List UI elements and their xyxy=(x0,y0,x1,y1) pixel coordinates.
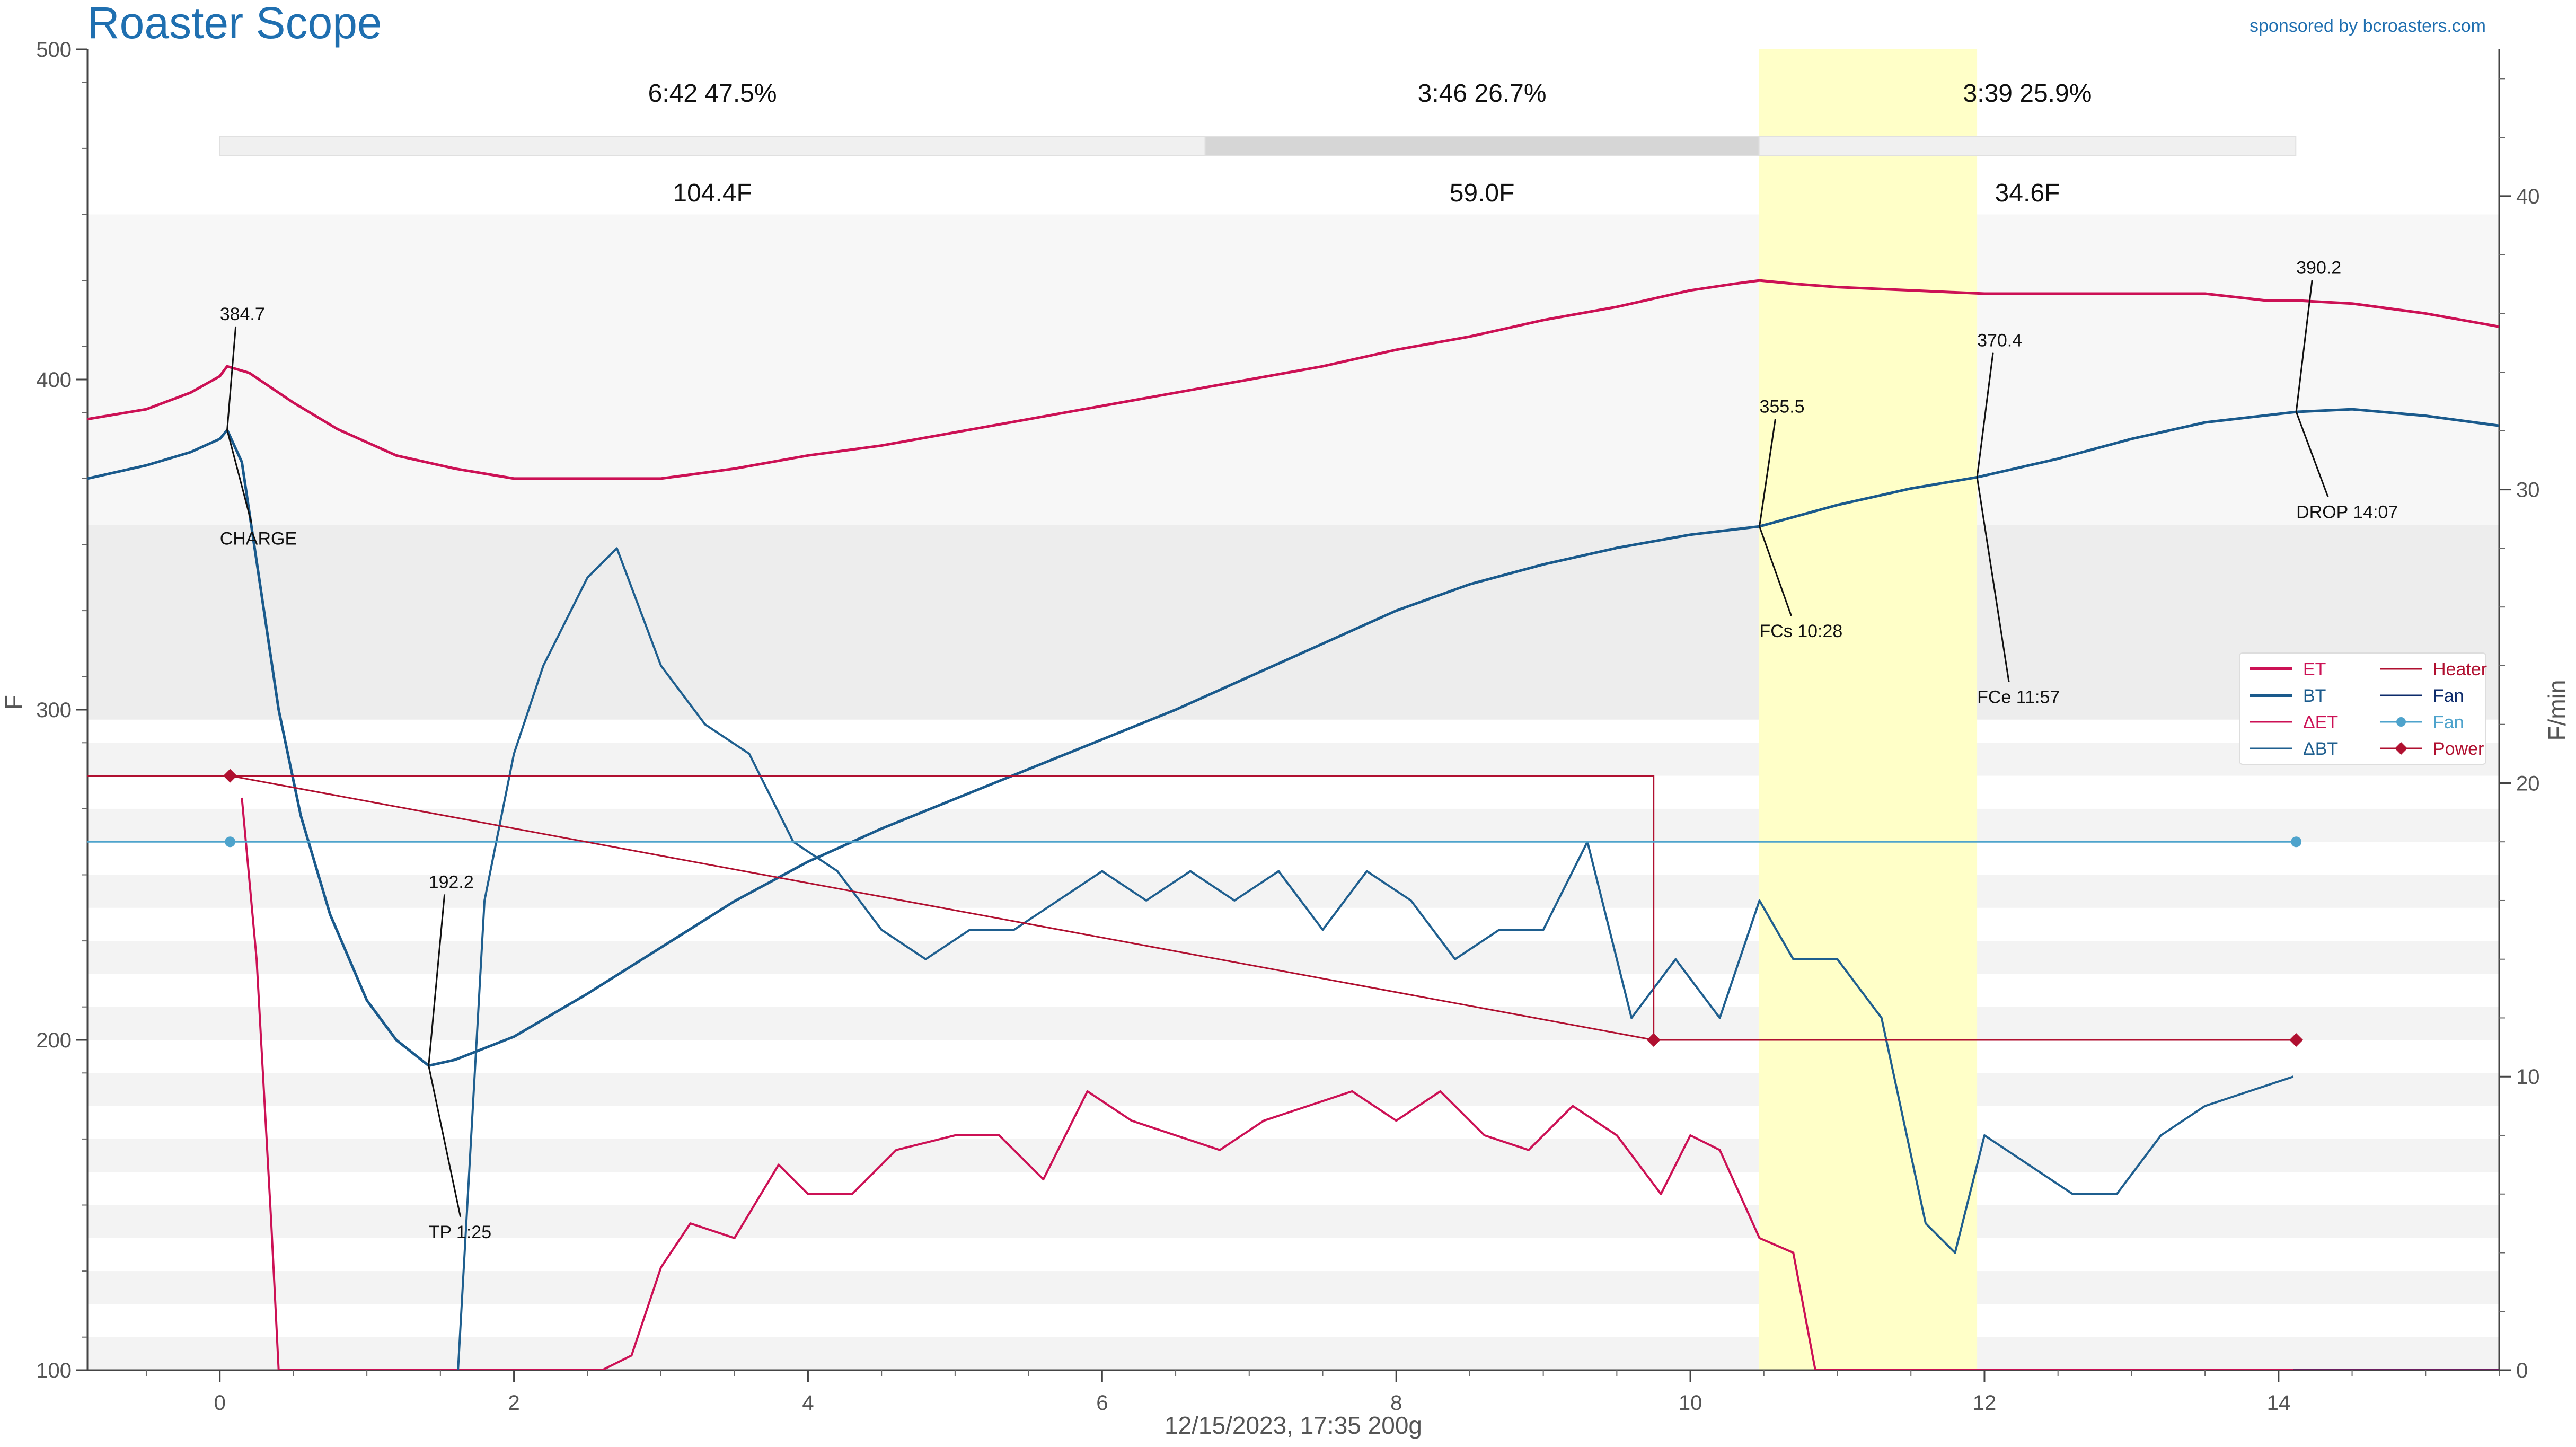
phase-bar: 6:42 47.5% 104.4F 3:46 26.7% 59.0F 3:39 25.9… xyxy=(87,49,2499,215)
y-right-tick-label: 20 xyxy=(2516,772,2540,795)
annotation-leader xyxy=(1976,477,2010,682)
band-stripe xyxy=(87,1205,2499,1238)
annotation-event: FCe 11:57 xyxy=(1977,687,2060,708)
y-right-tick-label: 30 xyxy=(2516,479,2540,502)
plot-area xyxy=(87,279,2499,1370)
x-tick-label: 10 xyxy=(1679,1391,1702,1415)
phase-segment xyxy=(219,136,1206,156)
phase-area xyxy=(87,49,2499,215)
x-tick-label: 12 xyxy=(1973,1391,1997,1415)
annotation-value: 390.2 xyxy=(2296,258,2341,278)
band-stripe xyxy=(87,1139,2499,1172)
legend: ET Heater BT Fan ΔET Fan ΔBT Power xyxy=(2239,652,2487,765)
band-stripe xyxy=(87,1337,2499,1370)
annotation-leader xyxy=(226,326,237,430)
legend-label: ΔET xyxy=(2303,712,2338,733)
event-annotations: 384.7 CHARGE 192.2 TP 1:25 355.5 FCs 10:28 370… xyxy=(220,258,2398,1242)
annotation-leader xyxy=(428,894,446,1066)
power-marker xyxy=(223,769,237,783)
phase-segment xyxy=(1758,136,2297,156)
legend-box xyxy=(2239,652,2486,765)
y-tick-label: 200 xyxy=(36,1029,72,1052)
y-tick-label: 500 xyxy=(36,38,72,61)
annotation-leader xyxy=(1976,352,1994,478)
legend-label: Heater xyxy=(2433,659,2487,680)
y-axis-title: F xyxy=(0,695,28,710)
annotation-event: DROP 14:07 xyxy=(2296,502,2398,523)
first-crack-highlight xyxy=(1759,49,1978,1370)
first-crack-band xyxy=(1759,49,1978,1370)
annotation-leader xyxy=(226,429,253,524)
series-et-line xyxy=(87,279,2499,480)
x-tick-label: 8 xyxy=(1390,1391,1402,1415)
annotation-leader xyxy=(1759,526,1792,616)
x-tick-label: 2 xyxy=(508,1391,519,1415)
y-right-axis-title: F/min xyxy=(2543,680,2571,741)
chart-axes: 0 2 4 6 8 10 12 14 100 200 300 400 500 0 10 20 30 40 F F/mi… xyxy=(0,38,2571,1415)
series-delta-et-line xyxy=(241,797,2499,1370)
legend-label: Fan xyxy=(2433,686,2464,706)
legend-marker xyxy=(2396,717,2406,727)
legend-label: BT xyxy=(2303,686,2326,706)
sponsor-link[interactable]: sponsored by bcroasters.com xyxy=(2249,16,2486,36)
background-bands xyxy=(87,49,2499,1370)
annotation-value: 355.5 xyxy=(1759,396,1804,417)
annotation-leader xyxy=(2295,411,2329,498)
y-right-tick-label: 10 xyxy=(2516,1065,2540,1089)
phase-duration: 3:39 25.9% xyxy=(1963,80,2092,108)
band-stripe xyxy=(87,941,2499,974)
annotation-value: 384.7 xyxy=(220,304,265,324)
app-title: Roaster Scope xyxy=(87,0,382,48)
y-tick-label: 100 xyxy=(36,1359,72,1382)
annotation-leader xyxy=(2295,280,2313,412)
phase-rise: 104.4F xyxy=(673,179,752,207)
y-right-tick-label: 40 xyxy=(2516,185,2540,208)
legend-label: Fan xyxy=(2433,712,2464,733)
legend-label: Power xyxy=(2433,739,2484,759)
band-stripe xyxy=(87,1007,2499,1040)
annotation-leader xyxy=(428,1065,462,1217)
annotation-value: 192.2 xyxy=(429,872,474,892)
annotation-event: TP 1:25 xyxy=(429,1222,491,1242)
annotation-event: CHARGE xyxy=(220,529,297,549)
annotation-leader xyxy=(1758,419,1776,527)
phase-duration: 6:42 47.5% xyxy=(648,80,777,108)
series-delta-bt-line xyxy=(457,547,2294,1370)
power-marker xyxy=(1646,1033,1661,1047)
band-stripe xyxy=(87,1073,2499,1106)
legend-marker xyxy=(2395,742,2407,755)
fan-marker xyxy=(2291,836,2302,848)
band-stripe xyxy=(87,743,2499,776)
annotation-event: FCs 10:28 xyxy=(1759,621,1842,641)
band-stripe xyxy=(87,808,2499,842)
fan-marker xyxy=(225,836,236,848)
band-shade xyxy=(87,525,2499,720)
y-tick-label: 400 xyxy=(36,368,72,392)
phase-rise: 59.0F xyxy=(1450,179,1515,207)
power-marker xyxy=(2289,1033,2304,1047)
series-bt-line xyxy=(87,408,2499,1067)
footer-caption: 12/15/2023, 17:35 200g xyxy=(1165,1411,1422,1439)
band-stripe xyxy=(87,1271,2499,1304)
annotation-value: 370.4 xyxy=(1977,331,2022,351)
phase-duration: 3:46 26.7% xyxy=(1418,80,1547,108)
legend-label: ΔBT xyxy=(2303,739,2338,759)
x-tick-label: 6 xyxy=(1096,1391,1108,1415)
x-tick-label: 14 xyxy=(2267,1391,2291,1415)
phase-rise: 34.6F xyxy=(1995,179,2060,207)
x-tick-label: 0 xyxy=(214,1391,226,1415)
y-right-tick-label: 0 xyxy=(2516,1359,2528,1382)
x-tick-label: 4 xyxy=(802,1391,814,1415)
y-tick-label: 300 xyxy=(36,699,72,722)
legend-label: ET xyxy=(2303,659,2326,680)
phase-segment xyxy=(1204,136,1760,156)
